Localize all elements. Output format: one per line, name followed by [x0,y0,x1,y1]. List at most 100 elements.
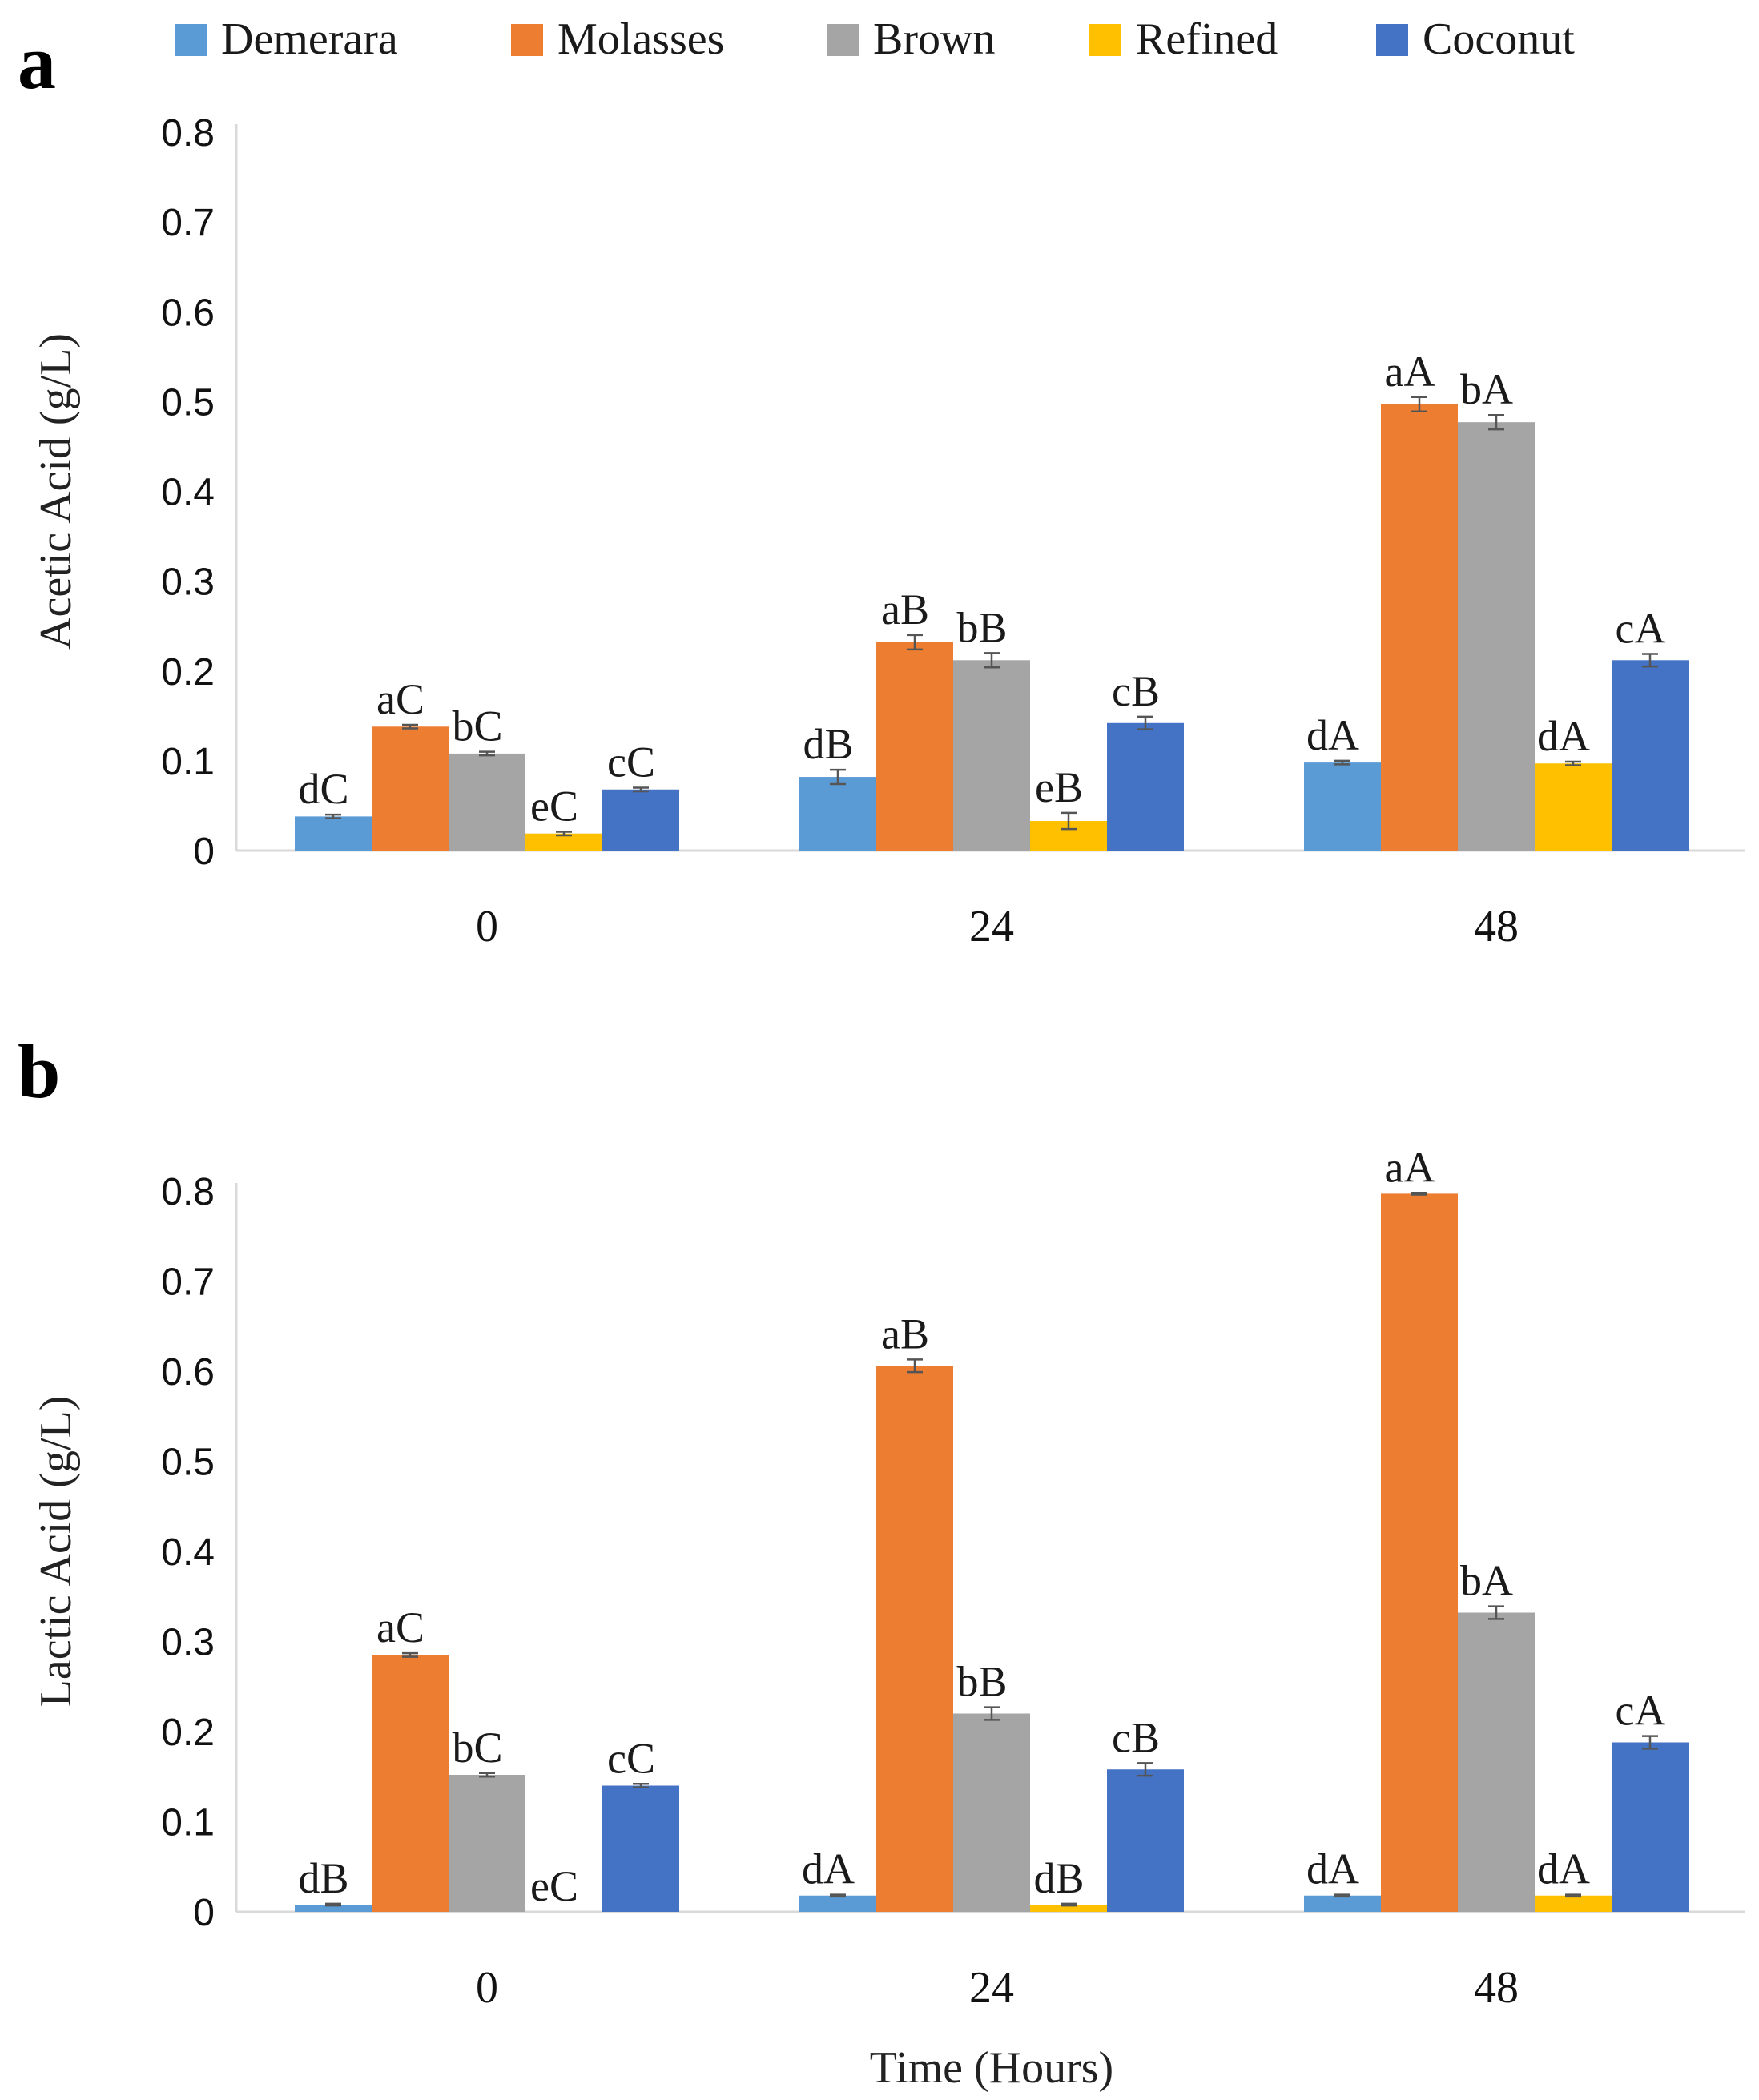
bar-label: cC [607,738,655,786]
chart-panel-b: b 0 0.1 0.2 0.3 0.4 0.5 0.6 0.7 0.8 Lactic Acid (g… [18,1028,1745,2093]
error-bar [1642,1735,1658,1750]
bar-label: bA [1460,365,1513,413]
bar-label: dB [1033,1854,1084,1902]
bar [1381,404,1458,851]
legend-swatch [175,24,207,56]
legend-swatch [1089,24,1121,56]
bar [1381,1193,1458,1912]
error-bar [1488,1605,1504,1620]
bar [525,833,602,851]
y-tick-label: 0.4 [161,1531,215,1574]
bar [295,816,372,851]
y-tick-label: 0.8 [161,112,215,155]
legend-item: Refined [1089,14,1278,64]
error-bar [1565,1893,1581,1898]
bar-label: dB [803,720,853,768]
bar-label: dC [298,765,348,813]
x-tick-label: 24 [969,1963,1014,2013]
y-tick-label: 0.7 [161,1261,215,1304]
bar [602,789,679,851]
legend-label: Refined [1136,14,1278,64]
series-demerara: dB dA dA [295,1845,1381,1912]
bar [449,753,525,851]
legend-swatch [1376,24,1408,56]
bar-label: eC [530,1862,578,1910]
error-bar [1488,413,1504,431]
panel-label: a [18,19,56,105]
error-bar [479,1772,495,1778]
y-tick-label: 0.2 [161,651,215,694]
error-bar [1411,396,1427,412]
error-bar [830,768,846,786]
x-tick-label: 0 [476,902,498,951]
bar-label: dA [1306,711,1359,759]
error-bar [984,652,1000,669]
y-tick-label: 0.6 [161,292,215,334]
bar-label: aA [1385,1143,1435,1191]
error-bar [1334,1893,1350,1898]
error-bar [1642,653,1658,668]
bar [953,660,1030,851]
legend-item: Molasses [511,14,724,64]
bar-label: aA [1385,348,1435,396]
bar [799,1895,876,1912]
bar [1535,763,1612,851]
y-tick-label: 0.1 [161,741,215,783]
legend: Demerara Molasses Brown Refined Coconut [175,14,1575,64]
legend-label: Molasses [557,14,724,64]
series-coconut: cC cB cA [602,1687,1689,1912]
series-brown: bC bB bA [449,365,1535,851]
error-bar [633,1783,649,1788]
series-molasses: aC aB aA [372,1143,1458,1912]
bar-label: cC [607,1734,655,1782]
y-tick-label: 0.2 [161,1712,215,1754]
legend-label: Brown [873,14,995,64]
bar [1304,1895,1381,1912]
error-bar [402,723,418,730]
error-bar [1061,811,1077,831]
y-tick-label: 0 [193,1892,215,1934]
panel-label: b [18,1028,60,1114]
error-bar [830,1893,846,1898]
bar-label: bB [956,1658,1007,1706]
y-tick-label: 0.6 [161,1351,215,1394]
error-bar [1411,1192,1427,1196]
series-refined: eC dB dA [530,1845,1612,1912]
bar-label: dA [1537,1845,1590,1893]
bar-label: bA [1460,1557,1513,1605]
bar [953,1713,1030,1912]
error-bar [556,831,572,837]
bar-label: bC [452,702,502,750]
y-tick-label: 0.7 [161,202,215,244]
y-tick-label: 0.4 [161,472,215,514]
x-axis-title: Time (Hours) [870,2043,1113,2093]
bar-label: dA [802,1845,855,1893]
x-tick-label: 0 [476,1963,498,2013]
y-tick-label: 0.5 [161,381,215,424]
bar-label: bB [956,603,1007,651]
legend-label: Coconut [1423,14,1575,64]
bar [449,1775,525,1912]
legend-swatch [827,24,859,56]
legend-item: Demerara [175,14,398,64]
error-bar [1334,759,1350,766]
bar-label: eB [1035,763,1083,811]
y-axis-title: Acetic Acid (g/L) [31,333,81,650]
bar-label: cB [1112,667,1160,715]
y-tick-label: 0 [193,831,215,873]
y-tick-label: 0.5 [161,1442,215,1484]
bar [1107,722,1184,851]
x-tick-label: 24 [969,902,1014,951]
legend-swatch [511,24,543,56]
error-bar [1137,1762,1153,1777]
error-bar [325,1902,341,1907]
series-brown: bC bB bA [449,1557,1535,1912]
bar [876,1366,953,1912]
bar-label: cB [1112,1713,1160,1761]
bar-label: dB [298,1854,348,1902]
bar [1458,422,1535,851]
chart-panel-a: a 0 0.1 0.2 0.3 0.4 0.5 0.6 0.7 0.8 Acetic Acid (g… [18,19,1745,951]
bar-label: dA [1537,712,1590,760]
error-bar [1061,1902,1077,1907]
bar-label: eC [530,782,578,830]
